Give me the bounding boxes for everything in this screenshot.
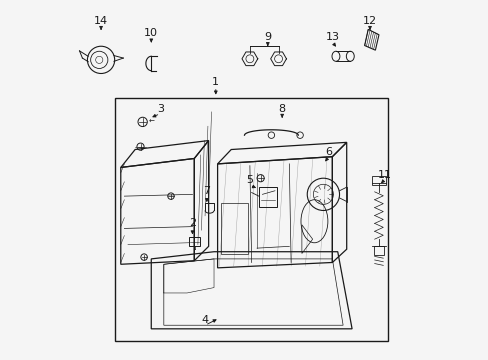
Text: 8: 8 xyxy=(278,104,285,114)
Bar xyxy=(188,237,199,246)
Text: 7: 7 xyxy=(203,186,210,196)
Text: 1: 1 xyxy=(212,77,219,87)
Text: 4: 4 xyxy=(201,315,208,325)
Text: 11: 11 xyxy=(377,170,390,180)
Text: 5: 5 xyxy=(246,175,253,185)
Text: 13: 13 xyxy=(325,32,339,42)
Text: 12: 12 xyxy=(362,16,376,26)
Bar xyxy=(115,98,387,341)
Bar xyxy=(371,176,386,185)
Bar xyxy=(258,187,276,207)
Text: 10: 10 xyxy=(144,28,158,39)
Text: 3: 3 xyxy=(157,104,163,114)
Text: 9: 9 xyxy=(264,32,271,42)
Bar xyxy=(373,246,384,255)
Text: 6: 6 xyxy=(325,147,331,157)
Text: 14: 14 xyxy=(94,16,108,26)
Text: 2: 2 xyxy=(188,219,196,228)
Bar xyxy=(221,203,247,253)
Text: ←: ← xyxy=(148,119,154,125)
